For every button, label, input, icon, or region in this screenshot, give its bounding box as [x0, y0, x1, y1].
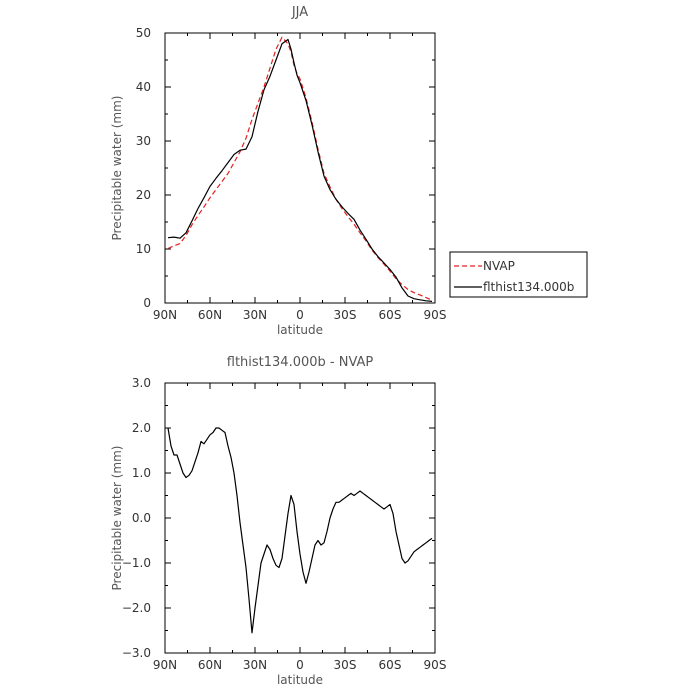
y-tick-label: 50	[136, 26, 151, 40]
x-tick-label: 60N	[198, 308, 222, 322]
series-line-flthist134-000b	[167, 38, 433, 302]
y-tick-label: 2.0	[132, 421, 151, 435]
y-tick-label: 20	[136, 188, 151, 202]
y-tick-label: 1.0	[132, 466, 151, 480]
x-tick-label: 90S	[424, 308, 447, 322]
y-tick-label: −2.0	[122, 601, 151, 615]
panel-1-frame	[164, 32, 436, 304]
series-line-difference	[167, 427, 433, 634]
legend-label: NVAP	[483, 259, 515, 273]
x-tick-label: 0	[296, 658, 304, 672]
chart-title: JJA	[291, 5, 308, 20]
x-tick-label: 30N	[243, 308, 267, 322]
x-tick-label: 90N	[153, 308, 177, 322]
y-tick-label: −1.0	[122, 556, 151, 570]
x-tick-label: 90S	[424, 658, 447, 672]
y-tick-label: −3.0	[122, 646, 151, 660]
x-tick-label: 60S	[379, 308, 402, 322]
y-tick-label: 40	[136, 80, 151, 94]
x-tick-label: 30S	[334, 658, 357, 672]
x-axis-label: latitude	[277, 673, 323, 687]
series-line-nvap	[167, 36, 433, 301]
x-tick-label: 30N	[243, 658, 267, 672]
chart-title: flthist134.000b - NVAP	[227, 355, 374, 370]
y-axis-label: Precipitable water (mm)	[110, 446, 124, 591]
x-tick-label: 30S	[334, 308, 357, 322]
x-tick-label: 0	[296, 308, 304, 322]
y-tick-label: 30	[136, 134, 151, 148]
x-tick-label: 60N	[198, 658, 222, 672]
y-tick-label: 10	[136, 242, 151, 256]
y-axis-label: Precipitable water (mm)	[110, 96, 124, 241]
x-axis-label: latitude	[277, 323, 323, 337]
panel-2-frame	[164, 382, 436, 654]
legend-label: flthist134.000b	[483, 280, 574, 294]
y-tick-label: 3.0	[132, 376, 151, 390]
y-tick-label: 0	[143, 296, 151, 310]
x-tick-label: 90N	[153, 658, 177, 672]
x-tick-label: 60S	[379, 658, 402, 672]
legend-box	[449, 251, 588, 298]
y-tick-label: 0.0	[132, 511, 151, 525]
